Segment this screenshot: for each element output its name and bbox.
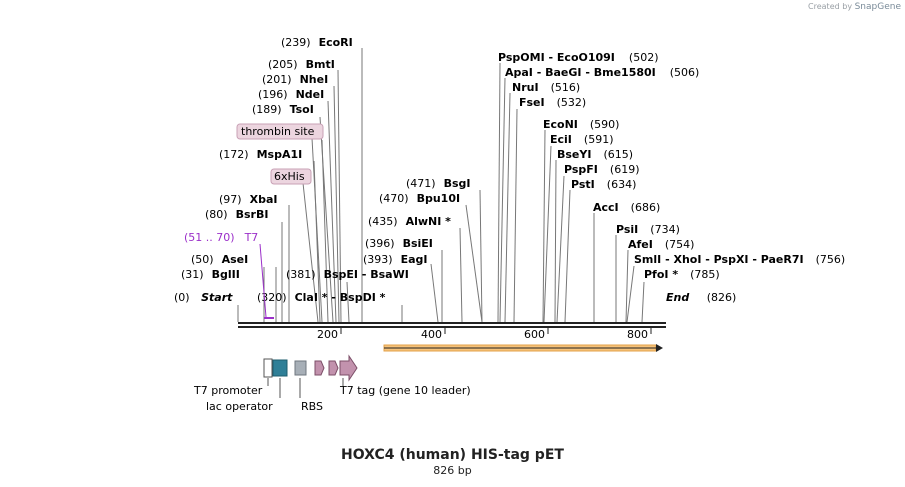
site-label: (471) BsgI [406, 177, 471, 190]
site-label: ApaI - BaeGI - Bme1580I (506) [505, 66, 699, 79]
site-label: (189) TsoI [252, 103, 314, 116]
site-label: (196) NdeI [258, 88, 324, 101]
lac-operator-feature [272, 359, 288, 377]
snapgene-logo-text: SnapGene [854, 2, 901, 12]
site-label: (201) NheI [262, 73, 328, 86]
orf-arrow-head [656, 344, 663, 352]
feature-leader-lines [302, 137, 323, 323]
ruler-tick-label: 800 [627, 328, 648, 341]
site-label: AfeI (754) [628, 238, 694, 251]
site-leader-lines [237, 48, 645, 323]
site-label: (97) XbaI [219, 193, 277, 206]
site-label: (205) BmtI [268, 58, 335, 71]
site-label: (393) EagI [363, 253, 428, 266]
his-tag-box [314, 360, 325, 376]
site-label: PstI (634) [571, 178, 636, 191]
site-label: EciI (591) [550, 133, 614, 146]
site-label: (435) AlwNI * [368, 215, 451, 228]
backbone-bottom [238, 326, 666, 328]
map-length: 826 bp [433, 464, 472, 477]
site-label: AccI (686) [593, 201, 660, 214]
primer-t7-label: (51 .. 70) T7 [184, 231, 258, 244]
rbs-label: RBS [301, 400, 323, 413]
ruler-ticks [340, 328, 652, 334]
his-tag-label: 6xHis [274, 170, 305, 183]
backbone-top [238, 322, 666, 324]
site-label: (80) BsrBI [205, 208, 268, 221]
site-label: EcoNI (590) [543, 118, 619, 131]
ruler-tick-label: 600 [524, 328, 545, 341]
site-label: FseI (532) [519, 96, 586, 109]
start-marker: (0) Start [174, 291, 233, 304]
site-label: PspOMI - EcoO109I (502) [498, 51, 659, 64]
site-label: SmlI - XhoI - PspXI - PaeR7I (756) [634, 253, 845, 266]
map-title: HOXC4 (human) HIS-tag pET [341, 447, 564, 463]
site-label: (50) AseI [191, 253, 248, 266]
created-by-text: Created by [808, 2, 853, 11]
site-label: PspFI (619) [564, 163, 640, 176]
t7-tag-feature [339, 354, 358, 382]
site-label: (239) EcoRI [281, 36, 353, 49]
thrombin-site-label: thrombin site [241, 125, 315, 138]
site-label: (396) BsiEI [365, 237, 433, 250]
rbs-feature [294, 360, 307, 376]
t7-promoter-label: T7 promoter [193, 384, 263, 397]
site-label: (470) Bpu10I [379, 192, 460, 205]
ruler-tick-label: 400 [421, 328, 442, 341]
his-tag-feature [270, 168, 312, 185]
site-label: PfoI * (785) [644, 268, 720, 281]
snapgene-brand: Created by SnapGene [808, 2, 901, 12]
site-label: PsiI (734) [616, 223, 680, 236]
site-label: (31) BglII [181, 268, 240, 281]
thrombin-site-feature [236, 123, 324, 140]
bottom-feature-leaders [267, 378, 344, 398]
site-label: (381) BspEI - BsaWI [286, 268, 409, 281]
t7-promoter-feature [263, 358, 273, 378]
t7-tag-label: T7 tag (gene 10 leader) [339, 384, 471, 397]
site-label: BseYI (615) [557, 148, 633, 161]
thrombin-box [328, 360, 339, 376]
primer-leader-line [259, 243, 267, 318]
lac-operator-label: lac operator [206, 400, 273, 413]
end-marker: End (826) [666, 291, 736, 304]
site-label: (172) MspA1I [219, 148, 302, 161]
site-label: NruI (516) [512, 81, 580, 94]
ruler-tick-label: 200 [317, 328, 338, 341]
site-label: (320) ClaI * - BspDI * [257, 291, 386, 304]
